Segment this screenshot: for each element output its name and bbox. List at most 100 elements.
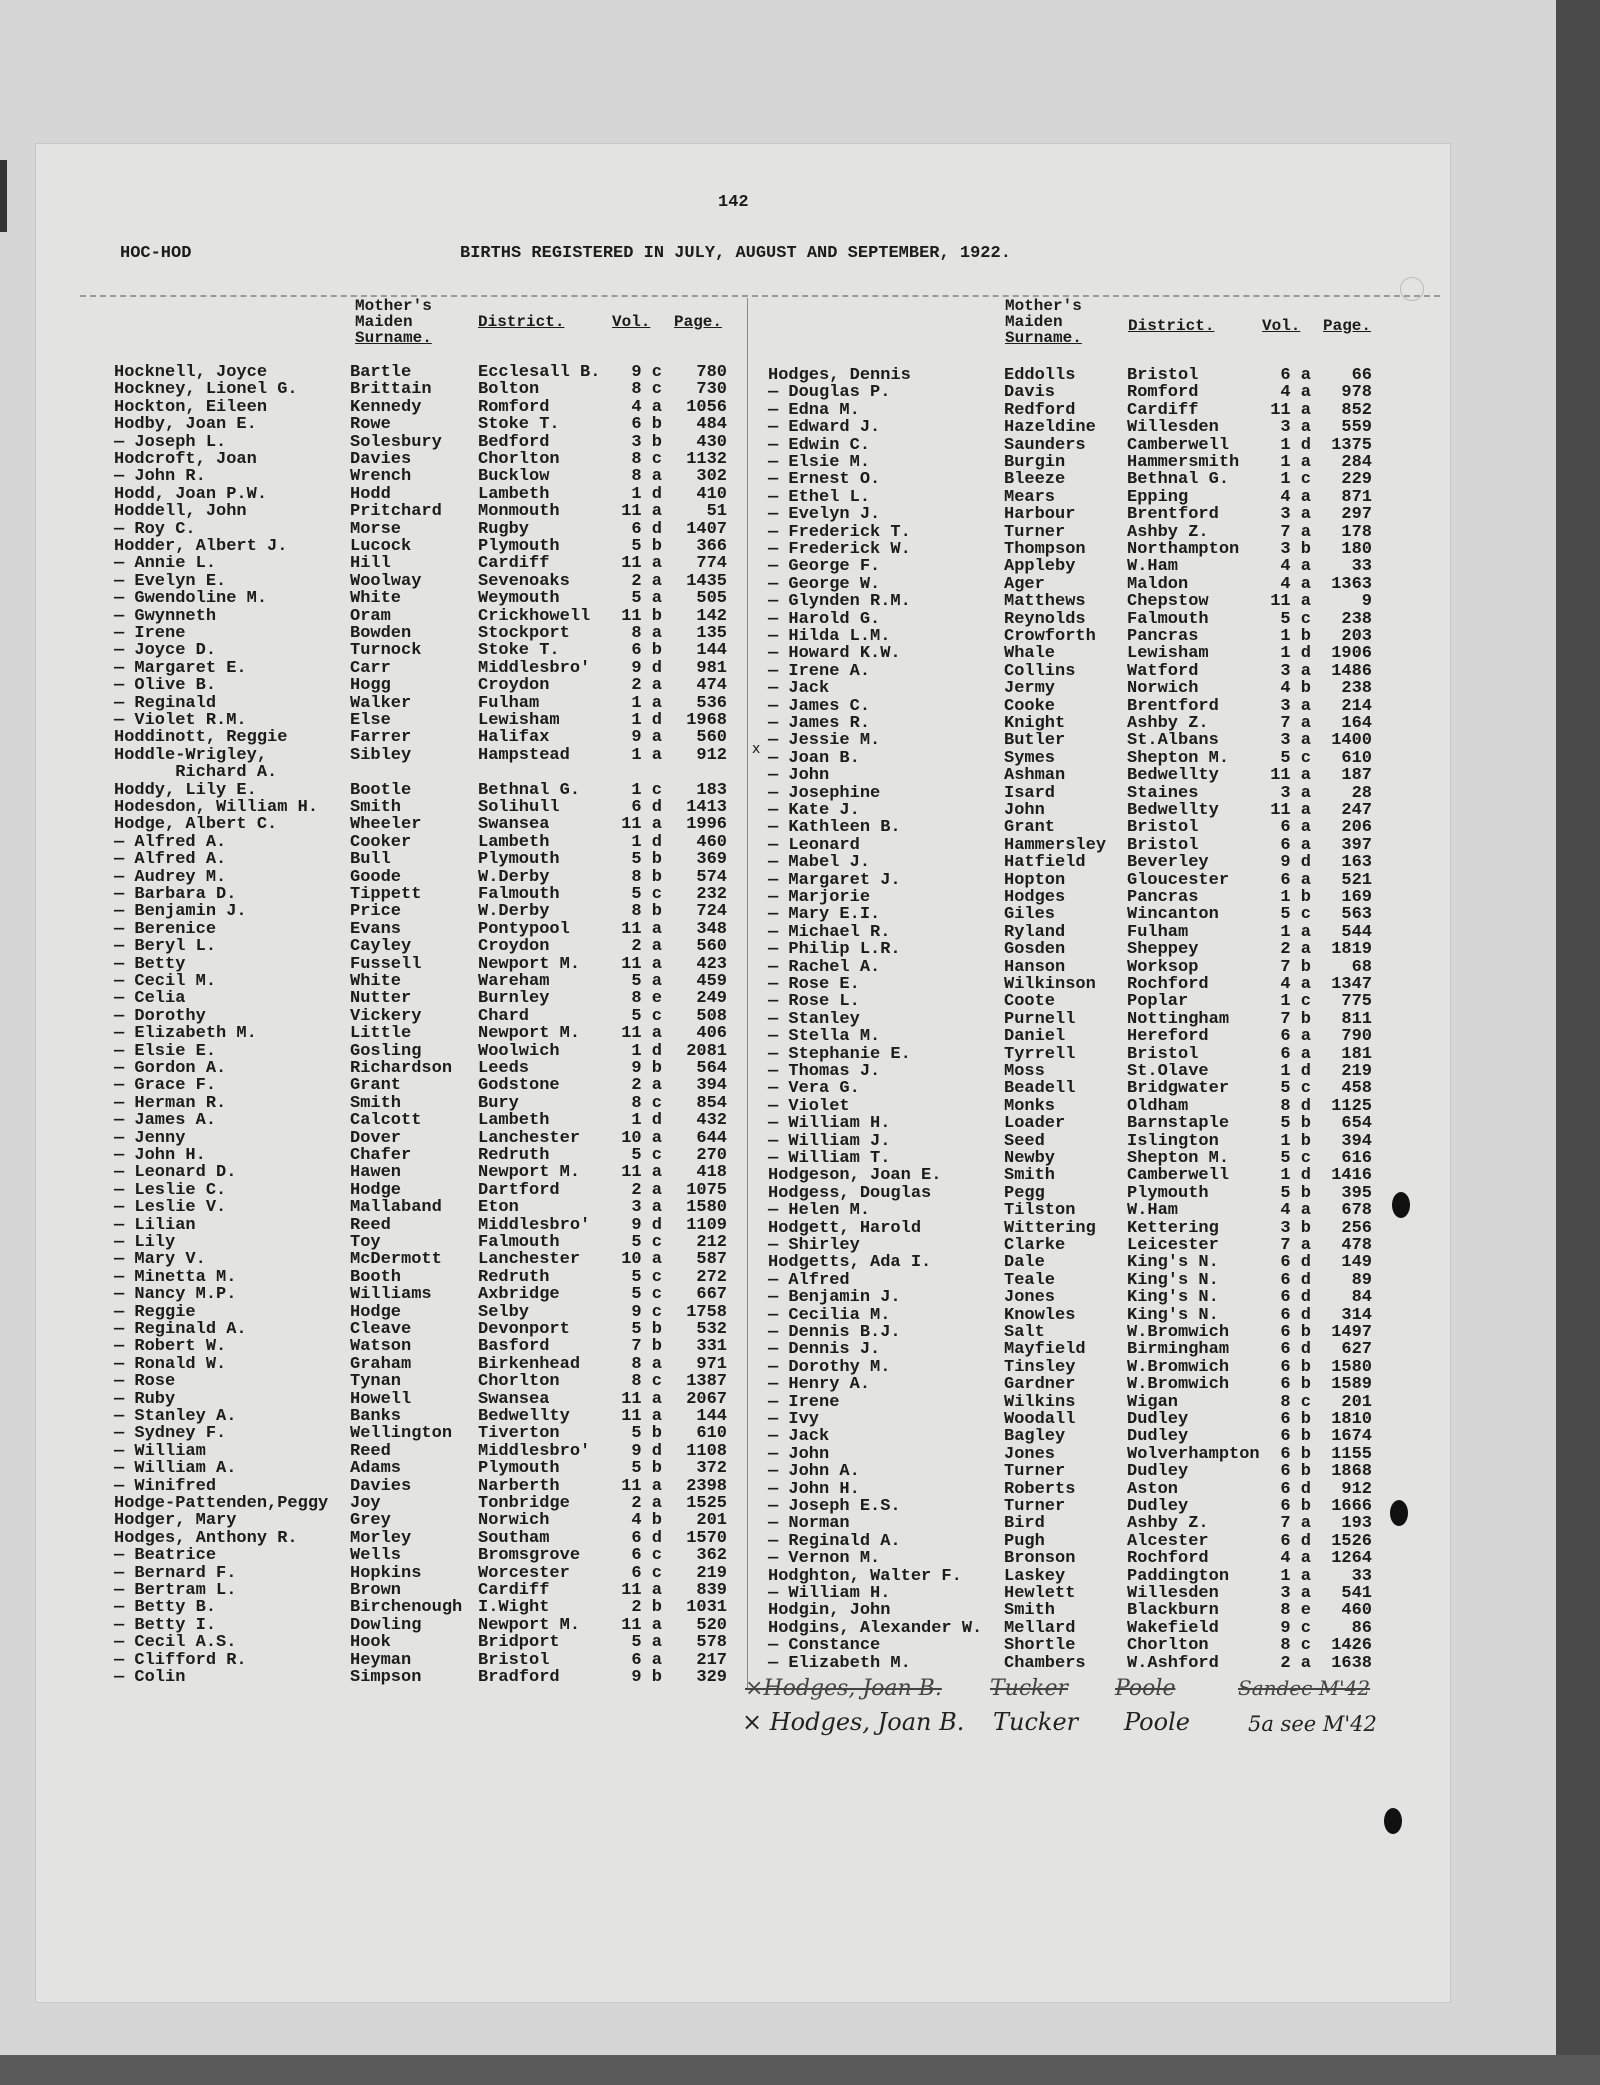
entry-name: — Elsie M. bbox=[768, 453, 871, 472]
entry-maiden-surname: Cooke bbox=[1004, 696, 1056, 716]
entry-name: — Margaret J. bbox=[768, 870, 901, 890]
entry-volume: 3 b bbox=[631, 432, 662, 452]
entry-volume: 6 d bbox=[631, 1528, 662, 1548]
entry-maiden-surname: Wheeler bbox=[350, 815, 422, 835]
entry-district: Brentford bbox=[1127, 505, 1219, 525]
entry-district: Pontypool bbox=[478, 919, 570, 939]
entry-district: Bethnal G. bbox=[1127, 470, 1230, 490]
entry-page: 51 bbox=[706, 502, 727, 522]
entry-name: — Kathleen B. bbox=[768, 818, 901, 838]
entry-district: W.Ham bbox=[1127, 1201, 1179, 1221]
entry-district: Willesden bbox=[1127, 418, 1219, 438]
entry-volume: 6 d bbox=[1280, 1288, 1311, 1308]
entry-name: Hodger, Mary bbox=[114, 1511, 237, 1531]
entry-maiden-surname: Hodges bbox=[1004, 888, 1066, 907]
entry-district: Bedwellty bbox=[1127, 766, 1219, 786]
entry-district: Ashby Z. bbox=[1127, 522, 1209, 542]
entry-name: — Bertram L. bbox=[114, 1581, 237, 1600]
entry-maiden-surname: Richardson bbox=[350, 1059, 453, 1078]
entry-maiden-surname: Grant bbox=[1004, 818, 1056, 838]
entry-volume: 6 b bbox=[1280, 1497, 1311, 1516]
entry-volume: 9 d bbox=[631, 658, 662, 678]
entry-page: 2081 bbox=[686, 1041, 727, 1061]
entry-volume: 2 a bbox=[631, 1494, 662, 1513]
entry-page: 369 bbox=[696, 850, 727, 870]
entry-maiden-surname: Evans bbox=[350, 919, 402, 939]
entry-page: 1435 bbox=[686, 571, 727, 591]
entry-name: — Michael R. bbox=[768, 922, 891, 942]
entry-volume: 8 e bbox=[1280, 1601, 1311, 1621]
entry-maiden-surname: Pegg bbox=[1004, 1183, 1045, 1203]
entry-name: — Rose L. bbox=[768, 992, 860, 1012]
entry-page: 256 bbox=[1341, 1218, 1372, 1238]
entry-district: Plymouth bbox=[1127, 1183, 1209, 1203]
entry-maiden-surname: Hatfield bbox=[1004, 853, 1086, 873]
entry-page: 1075 bbox=[686, 1180, 727, 1200]
entry-maiden-surname: Ager bbox=[1004, 574, 1045, 594]
entry-volume: 5 c bbox=[631, 1285, 662, 1305]
entry-maiden-surname: Nutter bbox=[350, 989, 412, 1009]
entry-page: 1108 bbox=[686, 1441, 727, 1461]
entry-district: Romford bbox=[1127, 383, 1199, 403]
entry-volume: 6 b bbox=[1280, 1357, 1311, 1377]
entry-district: Monmouth bbox=[478, 502, 560, 522]
entry-district: Chorlton bbox=[478, 450, 560, 469]
entry-maiden-surname: Hopton bbox=[1004, 870, 1066, 890]
entry-name: — Vernon M. bbox=[768, 1549, 881, 1569]
entry-volume: 1 d bbox=[631, 1041, 662, 1061]
entry-district: Willesden bbox=[1127, 1584, 1219, 1603]
entry-page: 203 bbox=[1341, 627, 1372, 646]
entry-page: 912 bbox=[696, 745, 727, 765]
entry-district: Southam bbox=[478, 1528, 550, 1548]
entry-district: Bristol bbox=[478, 1650, 550, 1670]
entry-name: — Colin bbox=[114, 1668, 186, 1687]
entry-name: — Rose bbox=[114, 1372, 176, 1392]
entry-page: 544 bbox=[1341, 922, 1372, 942]
entry-maiden-surname: Loader bbox=[1004, 1114, 1066, 1134]
entry-volume: 6 a bbox=[1280, 1044, 1311, 1064]
entry-district: Bradford bbox=[478, 1668, 560, 1687]
entry-volume: 8 a bbox=[631, 467, 662, 487]
entry-page: 1132 bbox=[686, 450, 727, 469]
entry-name: — George F. bbox=[768, 557, 881, 577]
entry-maiden-surname: Giles bbox=[1004, 905, 1056, 925]
entry-maiden-surname: Gosden bbox=[1004, 940, 1066, 960]
entry-volume: 4 b bbox=[1280, 679, 1311, 699]
entry-maiden-surname: Heyman bbox=[350, 1650, 412, 1670]
entry-district: Stockport bbox=[478, 624, 570, 643]
entry-page: 559 bbox=[1341, 418, 1372, 438]
entry-name: — Lilian bbox=[114, 1215, 196, 1235]
entry-district: Dartford bbox=[478, 1180, 560, 1200]
maiden-header-line2: Maiden bbox=[1005, 313, 1063, 331]
entry-maiden-surname: Roberts bbox=[1004, 1479, 1076, 1499]
entry-volume: 1 a bbox=[1280, 1566, 1311, 1586]
entry-district: Bethnal G. bbox=[478, 780, 581, 800]
entry-page: 644 bbox=[696, 1128, 727, 1148]
entry-page: 214 bbox=[1341, 696, 1372, 716]
entry-page: 187 bbox=[1341, 766, 1372, 786]
entry-name: — John A. bbox=[768, 1462, 860, 1482]
entry-name: — William bbox=[114, 1441, 206, 1461]
entry-maiden-surname: Hewlett bbox=[1004, 1584, 1076, 1603]
entry-district: Croydon bbox=[478, 676, 550, 696]
entry-volume: 1 b bbox=[1280, 627, 1311, 646]
entry-page: 1400 bbox=[1331, 731, 1372, 751]
entry-page: 1407 bbox=[686, 519, 727, 539]
entry-page: 1666 bbox=[1331, 1497, 1372, 1516]
entry-district: Lanchester bbox=[478, 1250, 581, 1270]
entry-maiden-surname: Dover bbox=[350, 1128, 402, 1148]
entry-volume: 11 b bbox=[621, 606, 662, 626]
entry-maiden-surname: Daniel bbox=[1004, 1027, 1066, 1047]
entry-volume: 11 a bbox=[621, 1476, 662, 1496]
entry-page: 1996 bbox=[686, 815, 727, 835]
entry-name: — Alfred A. bbox=[114, 850, 227, 870]
entry-volume: 5 c bbox=[631, 1233, 662, 1252]
entry-maiden-surname: Beadell bbox=[1004, 1079, 1076, 1099]
entry-page: 871 bbox=[1341, 487, 1372, 507]
entry-district: Ashby Z. bbox=[1127, 1514, 1209, 1534]
entry-district: Rochford bbox=[1127, 1549, 1209, 1569]
entry-district: Pancras bbox=[1127, 888, 1199, 907]
entry-name: — Marjorie bbox=[768, 888, 871, 907]
entry-volume: 8 d bbox=[1280, 1096, 1311, 1116]
entry-maiden-surname: Farrer bbox=[350, 728, 412, 748]
